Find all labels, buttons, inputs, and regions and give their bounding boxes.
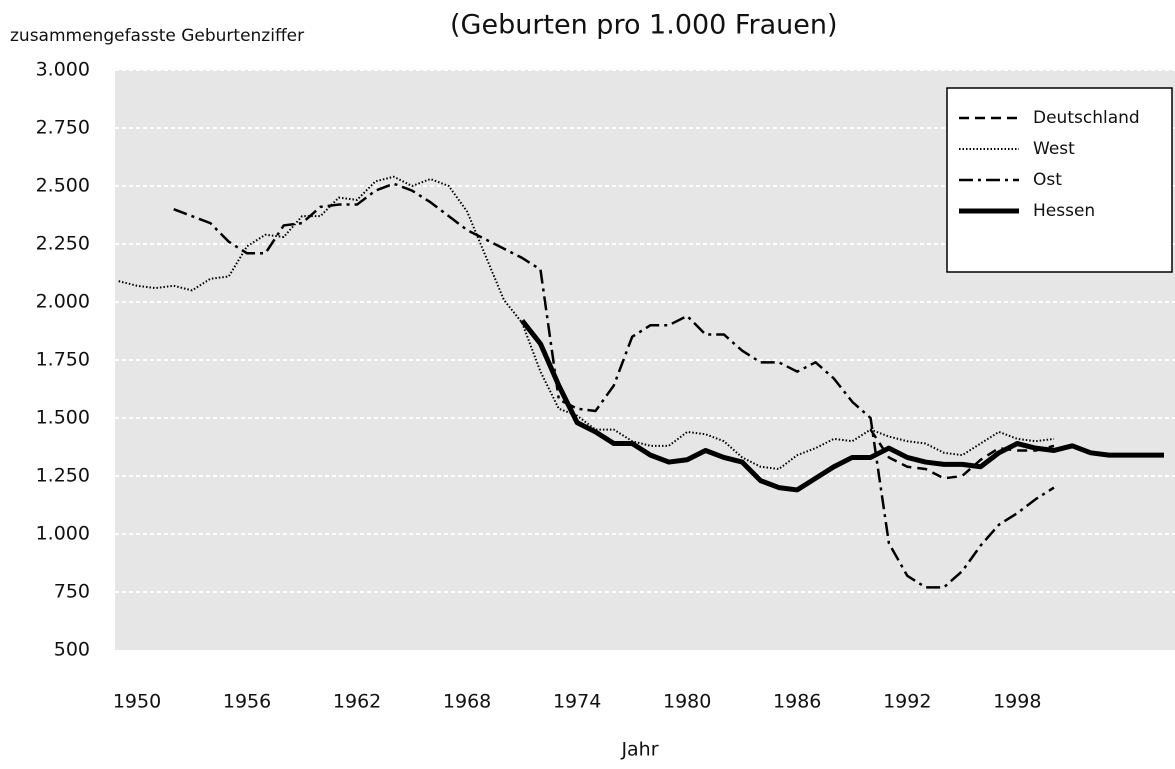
legend-label: Hessen: [1033, 201, 1095, 221]
x-tick-label: 1986: [773, 691, 821, 713]
x-tick-label: 1974: [553, 691, 601, 713]
y-tick-label: 2.750: [36, 117, 90, 139]
y-tick-label: 750: [54, 581, 90, 603]
x-tick-label: 1980: [663, 691, 711, 713]
series-line: [520, 319, 1164, 493]
x-tick-label: 1962: [333, 691, 381, 713]
y-tick-label: 500: [54, 639, 90, 661]
y-tick-label: 1.500: [36, 407, 90, 429]
y-tick-label: 2.500: [36, 175, 90, 197]
x-tick-label: 1968: [443, 691, 491, 713]
x-axis-label: Jahr: [620, 739, 658, 761]
y-tick-label: 2.250: [36, 233, 90, 255]
x-tick-label: 1956: [223, 691, 271, 713]
series-line: [173, 182, 1055, 589]
x-tick-label: 1950: [113, 691, 161, 713]
y-axis-label: zusammengefasste Geburtenziffer: [10, 26, 304, 46]
x-tick-label: 1992: [883, 691, 931, 713]
x-tick-label: 1998: [993, 691, 1041, 713]
y-tick-label: 1.250: [36, 465, 90, 487]
y-tick-label: 3.000: [36, 59, 90, 81]
y-tick-label: 1.000: [36, 523, 90, 545]
series-line: [869, 428, 1055, 480]
series-line: [118, 175, 1055, 471]
legend-label: Deutschland: [1033, 108, 1140, 128]
legend-label: Ost: [1033, 170, 1062, 190]
legend-label: West: [1033, 139, 1075, 159]
chart-title: (Geburten pro 1.000 Frauen): [450, 10, 838, 41]
y-tick-label: 2.000: [36, 291, 90, 313]
y-tick-label: 1.750: [36, 349, 90, 371]
